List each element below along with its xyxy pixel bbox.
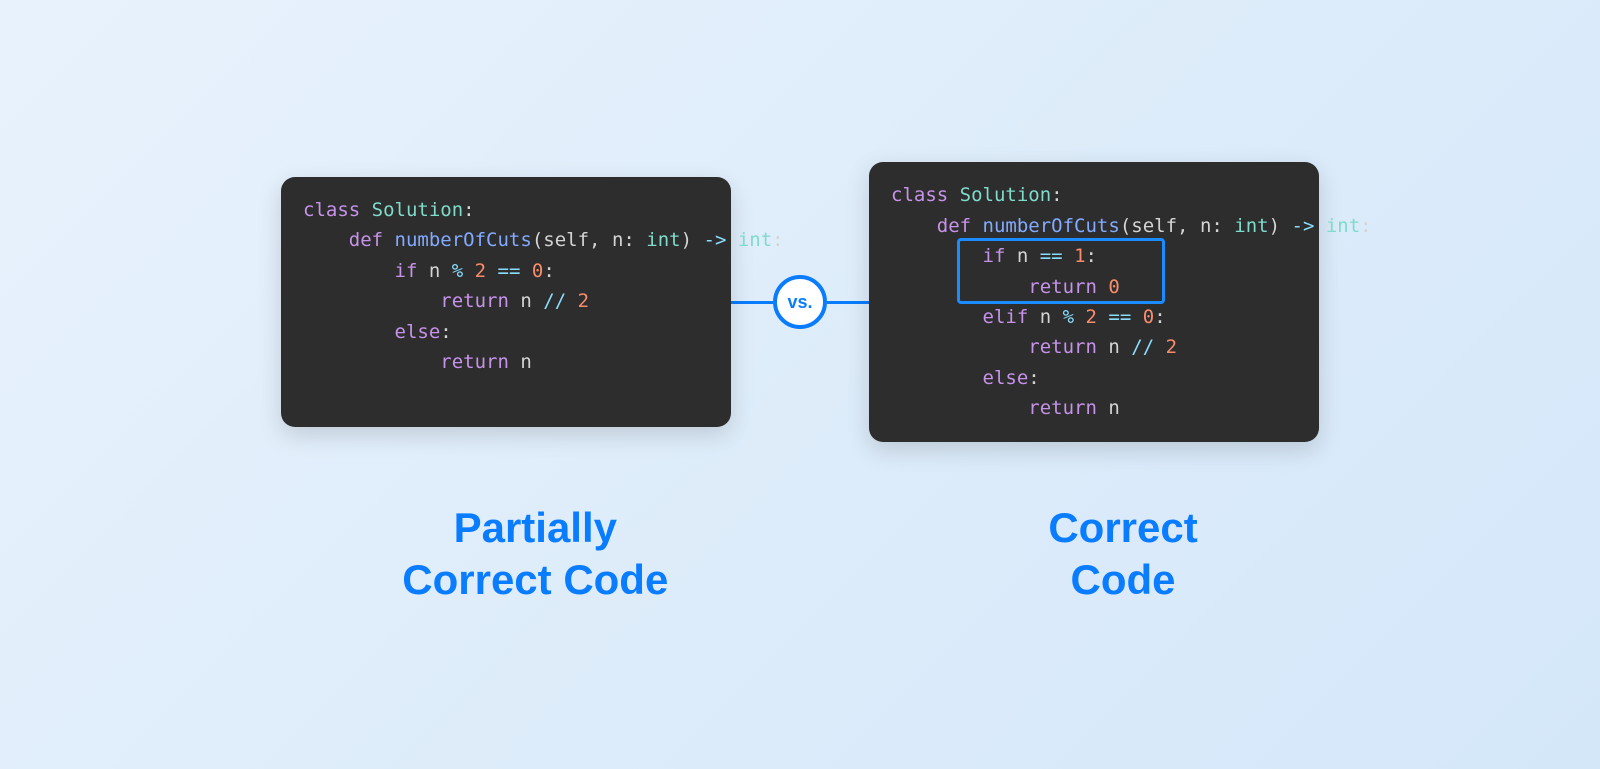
- class-name: Solution: [372, 199, 464, 221]
- code-line: class Solution:: [303, 195, 709, 225]
- code-line: return n: [891, 393, 1297, 423]
- function-name: numberOfCuts: [395, 229, 532, 251]
- keyword-class: class: [303, 199, 360, 221]
- label-left: Partially Correct Code: [402, 502, 668, 607]
- code-line: def numberOfCuts(self, n: int) -> int:: [303, 225, 709, 255]
- code-line: if n % 2 == 0:: [303, 256, 709, 286]
- code-line: else:: [891, 363, 1297, 393]
- code-line: else:: [303, 317, 709, 347]
- code-line: class Solution:: [891, 180, 1297, 210]
- code-line: return 0: [891, 272, 1297, 302]
- comparison-row: class Solution: def numberOfCuts(self, n…: [0, 162, 1600, 441]
- label-left-line1: Partially: [402, 502, 668, 555]
- code-line: return n // 2: [891, 332, 1297, 362]
- code-line: def numberOfCuts(self, n: int) -> int:: [891, 211, 1297, 241]
- code-block-right: class Solution: def numberOfCuts(self, n…: [869, 162, 1319, 441]
- keyword-def: def: [349, 229, 383, 251]
- label-right-line1: Correct: [1048, 502, 1197, 555]
- code-line: elif n % 2 == 0:: [891, 302, 1297, 332]
- label-right-line2: Code: [1048, 554, 1197, 607]
- labels-row: Partially Correct Code Correct Code: [0, 502, 1600, 607]
- label-left-line2: Correct Code: [402, 554, 668, 607]
- code-line: return n: [303, 347, 709, 377]
- label-right: Correct Code: [1048, 502, 1197, 607]
- code-block-left: class Solution: def numberOfCuts(self, n…: [281, 177, 731, 427]
- connector-line-left: [731, 301, 773, 304]
- code-line: if n == 1:: [891, 241, 1297, 271]
- vs-text: vs.: [787, 292, 812, 313]
- code-line: return n // 2: [303, 286, 709, 316]
- connector-line-right: [827, 301, 869, 304]
- vs-badge: vs.: [773, 275, 827, 329]
